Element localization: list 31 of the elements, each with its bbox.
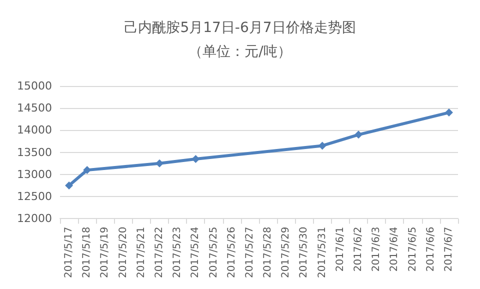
x-tick-label: 2017/5/21 [136, 226, 147, 278]
x-tick-label: 2017/5/31 [316, 226, 328, 278]
x-tick-label: 2017/5/22 [154, 226, 165, 278]
x-tick-label: 2017/6/4 [389, 226, 400, 272]
y-tick-label: 14500 [17, 102, 52, 115]
x-tick-label: 2017/6/7 [443, 226, 454, 272]
x-tick-label: 2017/5/23 [172, 226, 184, 278]
y-tick-label: 15000 [17, 80, 52, 92]
x-tick-label: 2017/6/5 [407, 226, 418, 272]
y-tick-label: 12000 [17, 212, 52, 226]
y-tick-label: 12500 [17, 190, 52, 204]
x-tick-label: 2017/5/18 [82, 226, 93, 278]
x-tick-label: 2017/5/27 [244, 226, 256, 278]
x-tick-label: 2017/6/2 [353, 226, 364, 272]
y-tick-label: 13000 [17, 168, 52, 181]
y-tick-label: 13500 [17, 146, 52, 159]
x-tick-label: 2017/5/29 [280, 226, 292, 278]
x-tick-label: 2017/5/25 [208, 226, 220, 278]
x-tick-label: 2017/6/6 [425, 226, 436, 272]
x-tick-label: 2017/5/30 [298, 226, 310, 278]
x-tick-label: 2017/6/1 [334, 226, 346, 272]
y-tick-label: 14000 [17, 124, 52, 137]
x-tick-label: 2017/5/17 [64, 226, 75, 278]
x-tick-label: 2017/5/28 [262, 226, 274, 278]
x-tick-label: 2017/6/3 [371, 226, 382, 272]
x-tick-label: 2017/5/26 [226, 226, 238, 278]
chart-subtitle: （单位：元/吨） [188, 44, 292, 60]
x-tick-label: 2017/5/24 [190, 226, 202, 278]
chart-title: 己内酰胺5月17日-6月7日价格走势图 [124, 20, 356, 36]
x-tick-label: 2017/5/19 [100, 226, 111, 278]
x-tick-label: 2017/5/20 [118, 226, 129, 278]
